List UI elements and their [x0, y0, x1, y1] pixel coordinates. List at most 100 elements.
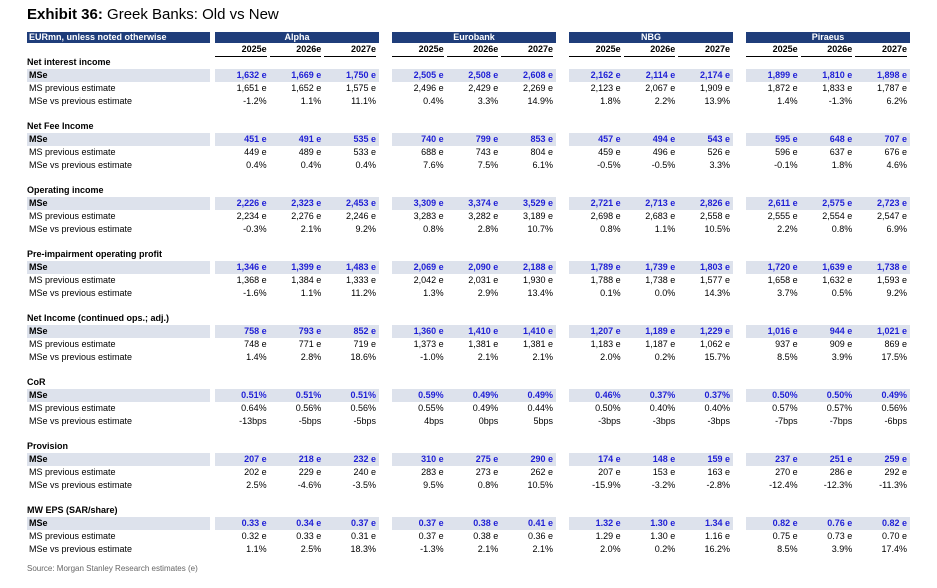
cell: 5bps [533, 416, 553, 426]
cell: 0.32 e [241, 531, 267, 541]
year: 2025e [215, 43, 267, 57]
cell: 207 e [215, 453, 270, 466]
cell: 1,909 e [699, 83, 730, 93]
row-label: MSe vs previous estimate [29, 480, 133, 490]
cell: 0.33 e [296, 531, 322, 541]
cell: 494 e [623, 133, 679, 146]
cell: 707 e [855, 133, 910, 146]
cell: 869 e [884, 339, 907, 349]
cell: -3bps [598, 416, 621, 426]
cell: 1,788 e [590, 275, 621, 285]
cell: 1.8% [831, 160, 853, 170]
cell: 1,789 e [569, 261, 624, 274]
cell: 3.7% [777, 288, 798, 298]
cell: 0.75 e [772, 531, 798, 541]
cell: 0.33 e [215, 517, 270, 530]
cell: 799 e [446, 133, 502, 146]
cell: -3.5% [352, 480, 376, 490]
cell: 2,226 e [215, 197, 270, 210]
cell: -0.5% [651, 160, 676, 170]
cell: 2,508 e [446, 69, 502, 82]
cell: 2.1% [532, 352, 553, 362]
cell: 0.37 e [392, 517, 447, 530]
cell: 0.37 e [324, 517, 379, 530]
cell: 1,229 e [678, 325, 733, 338]
cell: 0.4% [300, 160, 322, 170]
cell: 0.37% [623, 389, 679, 402]
row-label: MSe [27, 517, 210, 530]
cell: 1.4% [777, 96, 798, 106]
cell: -11.3% [879, 480, 907, 490]
cell: 2.8% [477, 224, 499, 234]
cell: 4.6% [886, 160, 907, 170]
year: 2025e [746, 43, 798, 57]
cell: 3.9% [831, 352, 853, 362]
cell: 2.2% [777, 224, 798, 234]
cell: 2.0% [600, 544, 621, 554]
cell: 0.49% [855, 389, 910, 402]
cell: 11.2% [351, 288, 376, 298]
year: 2026e [269, 43, 322, 57]
cell: 937 e [775, 339, 798, 349]
cell: 1,410 e [501, 325, 556, 338]
cell: 535 e [324, 133, 379, 146]
cell: 13.9% [704, 96, 730, 106]
cell: 3,529 e [501, 197, 556, 210]
cell: 2.8% [300, 352, 322, 362]
cell: 3.9% [831, 544, 853, 554]
cell: 1,410 e [446, 325, 502, 338]
cell: 3,374 e [446, 197, 502, 210]
cell: 2,505 e [392, 69, 447, 82]
cell: 1,575 e [345, 83, 376, 93]
row-label: MSe [27, 389, 210, 402]
cell: 2,246 e [345, 211, 376, 221]
cell: 1,652 e [291, 83, 322, 93]
cell: 0.34 e [269, 517, 325, 530]
cell: 2,554 e [822, 211, 853, 221]
cell: 1.1% [300, 288, 322, 298]
cell: 688 e [421, 147, 444, 157]
row-label: MSe vs previous estimate [29, 544, 133, 554]
cell: 0.4% [355, 160, 376, 170]
cell: 491 e [269, 133, 325, 146]
cell: 3,309 e [392, 197, 447, 210]
cell: 1,381 e [468, 339, 499, 349]
row-label: MS previous estimate [29, 531, 116, 541]
cell: 270 e [775, 467, 798, 477]
cell: 2,608 e [501, 69, 556, 82]
year: 2027e [501, 43, 553, 57]
cell: 2,723 e [855, 197, 910, 210]
cell: 526 e [707, 147, 730, 157]
cell: 2.0% [600, 352, 621, 362]
row-label: MS previous estimate [29, 339, 116, 349]
cell: 1,183 e [590, 339, 621, 349]
cell: 8.5% [777, 544, 798, 554]
cell: 676 e [884, 147, 907, 157]
cell: 2,042 e [413, 275, 444, 285]
cell: 1,669 e [269, 69, 325, 82]
cell: 2.1% [300, 224, 322, 234]
cell: 14.3% [704, 288, 730, 298]
cell: -6bps [884, 416, 907, 426]
cell: 1.1% [246, 544, 267, 554]
row-label: MSe [27, 133, 210, 146]
cell: 0.8% [477, 480, 499, 490]
cell: 0.4% [246, 160, 267, 170]
cell: -3bps [707, 416, 730, 426]
cell: 2.5% [300, 544, 322, 554]
row-label: MSe vs previous estimate [29, 352, 133, 362]
cell: 2,031 e [468, 275, 499, 285]
cell: 1.1% [654, 224, 676, 234]
cell: 2,826 e [678, 197, 733, 210]
cell: 0.56% [350, 403, 376, 413]
cell: -12.4% [769, 480, 798, 490]
cell: 2,575 e [800, 197, 856, 210]
cell: 0.51% [324, 389, 379, 402]
cell: 202 e [244, 467, 267, 477]
cell: 0.70 e [881, 531, 907, 541]
row-label: MSe [27, 325, 210, 338]
row-label: MSe [27, 197, 210, 210]
cell: 2,429 e [468, 83, 499, 93]
cell: 18.3% [350, 544, 376, 554]
cell: 0.38 e [473, 531, 499, 541]
